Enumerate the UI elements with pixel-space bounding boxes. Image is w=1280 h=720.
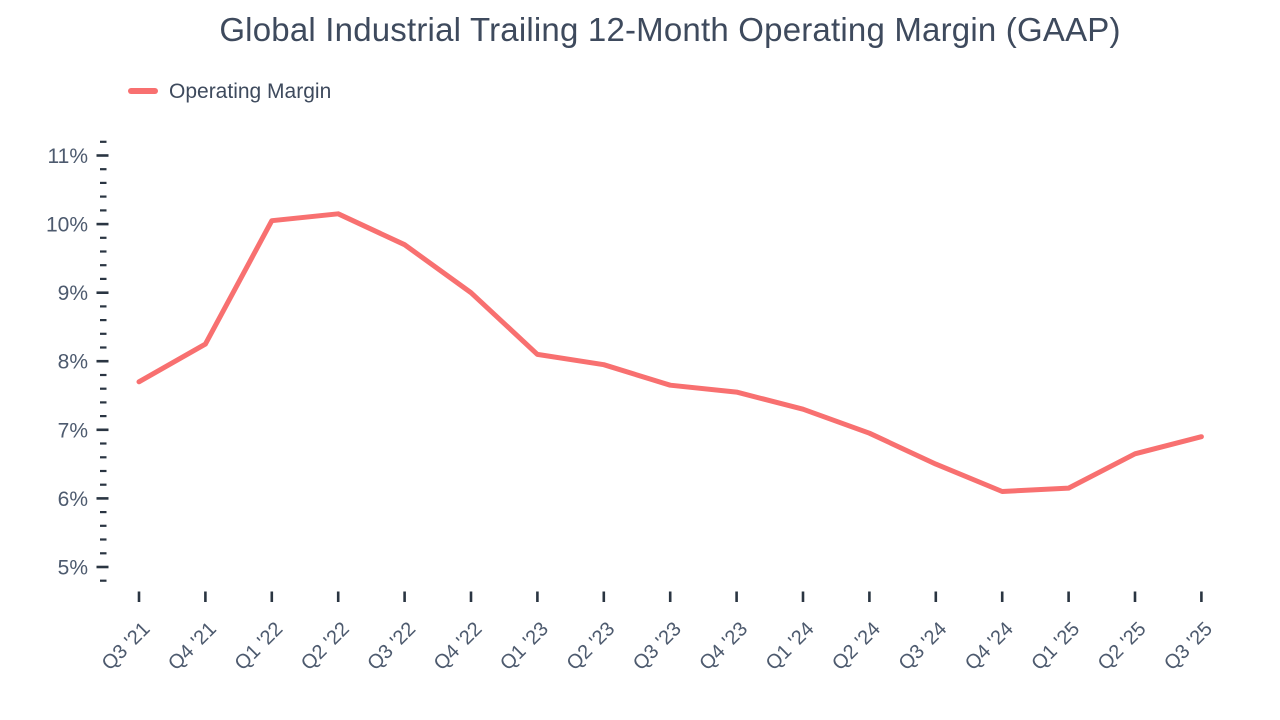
legend: Operating Margin xyxy=(128,80,331,102)
x-axis-tick-label: Q3 '23 xyxy=(629,618,686,675)
x-axis-tick-label: Q1 '24 xyxy=(762,618,819,675)
y-axis-tick-label: 10% xyxy=(46,214,88,237)
x-axis-tick-label: Q4 '23 xyxy=(695,618,752,675)
x-axis-tick-label: Q4 '21 xyxy=(164,618,221,675)
x-axis-tick-label: Q1 '25 xyxy=(1027,618,1084,675)
x-axis-tick-label: Q3 '22 xyxy=(363,618,420,675)
y-axis-tick-label: 7% xyxy=(58,419,88,442)
y-axis-tick-label: 9% xyxy=(58,282,88,305)
x-axis-tick-label: Q3 '25 xyxy=(1160,618,1217,675)
x-axis-tick-label: Q1 '22 xyxy=(231,618,288,675)
x-axis-tick-label: Q2 '22 xyxy=(297,618,354,675)
legend-item-label: Operating Margin xyxy=(169,80,332,103)
x-axis-tick-label: Q4 '22 xyxy=(430,618,487,675)
x-axis-tick-label: Q1 '23 xyxy=(496,618,553,675)
x-axis-tick-label: Q3 '21 xyxy=(98,618,155,675)
legend-item-operating-margin[interactable]: Operating Margin xyxy=(128,80,331,102)
y-axis-tick-label: 6% xyxy=(58,488,88,511)
y-axis-tick-label: 5% xyxy=(58,557,88,580)
x-axis-tick-label: Q2 '23 xyxy=(563,618,620,675)
x-axis-tick-label: Q3 '24 xyxy=(895,618,952,675)
y-axis-tick-label: 11% xyxy=(48,145,88,168)
legend-line-swatch-icon xyxy=(128,88,158,94)
x-axis-tick-label: Q2 '25 xyxy=(1094,618,1151,675)
chart-title: Global Industrial Trailing 12-Month Oper… xyxy=(219,11,1121,48)
x-axis-tick-label: Q4 '24 xyxy=(961,618,1018,675)
series-line-operating-margin xyxy=(136,211,1204,494)
y-axis-tick-label: 8% xyxy=(58,351,88,374)
x-axis-tick-label: Q2 '24 xyxy=(828,618,885,675)
